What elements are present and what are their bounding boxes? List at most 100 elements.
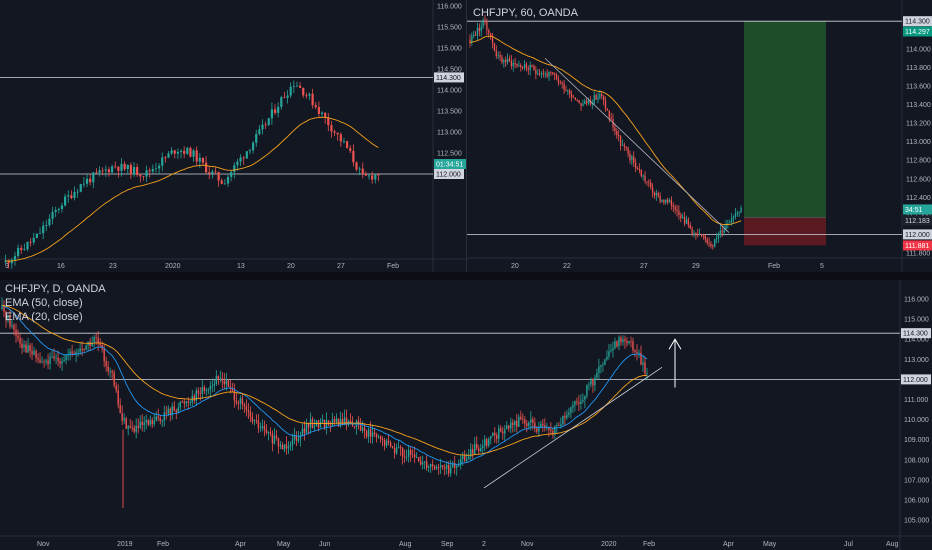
candle-body: [35, 233, 38, 238]
y-tick-label: 108.000: [904, 457, 929, 464]
candle-body: [227, 380, 230, 387]
candle-body: [311, 93, 314, 106]
candle-body: [65, 355, 67, 361]
legend-ema50[interactable]: EMA (50, close): [5, 297, 83, 309]
candle-body: [586, 385, 588, 396]
candle-body: [209, 386, 212, 390]
legend-ema20[interactable]: EMA (20, close): [5, 311, 83, 323]
candle-body: [132, 167, 136, 175]
candle-body: [469, 39, 471, 43]
candle-body: [540, 423, 542, 429]
candle-body: [634, 162, 637, 168]
x-tick-label: 27: [640, 263, 648, 270]
candle-body: [115, 385, 117, 391]
tag-target: 114.297: [905, 29, 930, 36]
candle-body: [136, 167, 139, 175]
candle-body: [79, 348, 81, 352]
candle-body: [555, 74, 558, 79]
candle-body: [698, 234, 701, 236]
candle-body: [61, 361, 63, 364]
top-left-chart-pane[interactable]: 116.000 115.500 115.000 114.500 114.000 113.5…: [0, 0, 466, 272]
candle-body: [117, 390, 119, 405]
candle-body: [233, 390, 236, 401]
candle-body: [443, 467, 446, 469]
x-tick-label: Nov: [37, 541, 50, 548]
candle-body: [142, 176, 145, 178]
level-tag-114300: 114.300: [436, 75, 461, 82]
candle-body: [303, 428, 306, 433]
candle-body: [582, 399, 584, 402]
x-tick-label: 2020: [601, 541, 617, 548]
candle-body: [712, 246, 714, 248]
x-tick-label: 16: [57, 263, 65, 270]
y-tick-label: 113.800: [906, 65, 931, 72]
candle-body: [636, 167, 639, 169]
loss-zone: [744, 217, 826, 246]
candle-body: [578, 402, 580, 405]
candle-body: [560, 424, 562, 426]
candle-body: [320, 112, 324, 114]
candle-body: [237, 402, 240, 404]
candle-body: [689, 224, 691, 229]
candle-body: [155, 416, 157, 421]
candle-body: [269, 432, 272, 434]
top-left-chart[interactable]: 116.000 115.500 115.000 114.500 114.000 113.5…: [0, 0, 466, 272]
candle-body: [633, 156, 635, 163]
x-tick-label: 13: [237, 263, 245, 270]
candle-body: [333, 131, 336, 133]
candle-body: [293, 435, 296, 440]
candle-body: [291, 439, 294, 446]
candle-body: [576, 99, 578, 101]
candle-body: [352, 150, 355, 163]
bottom-chart[interactable]: 116.000 115.000 114.000 113.000 112.000 111.0…: [0, 280, 932, 550]
candle-body: [435, 466, 438, 469]
pane-divider-vertical[interactable]: [466, 0, 467, 272]
candle-body: [127, 426, 129, 429]
x-tick-label: 29: [692, 263, 700, 270]
candle-body: [482, 19, 484, 27]
level-tag-114300-bg: [434, 72, 464, 83]
candle-body: [82, 183, 85, 185]
x-tick-label: 2: [482, 541, 486, 548]
candle-body: [409, 450, 412, 455]
candle-body: [472, 449, 474, 454]
candle-body: [470, 449, 472, 457]
candle-body: [542, 73, 545, 74]
candle-body: [5, 311, 7, 321]
level-tag-114300-bg: [901, 328, 931, 339]
candle-body: [476, 444, 478, 449]
candle-body: [377, 174, 380, 176]
candle-body: [499, 55, 501, 58]
candle-body: [476, 27, 479, 36]
candle-body: [319, 421, 322, 428]
candle-body: [261, 124, 264, 130]
candle-body: [484, 439, 486, 446]
candle-body: [391, 446, 394, 448]
candle-body: [588, 384, 590, 386]
candle-body: [458, 464, 460, 466]
candle-body: [449, 467, 452, 474]
x-tick-label: 20: [287, 263, 295, 270]
bottom-chart-pane[interactable]: 116.000 115.000 114.000 113.000 112.000 111.0…: [0, 280, 932, 550]
trendline: [544, 57, 730, 233]
candle-body: [506, 58, 509, 63]
pane-divider-horizontal[interactable]: [0, 272, 932, 280]
candle-body: [220, 180, 223, 184]
candle-body: [542, 423, 544, 426]
candle-body: [359, 423, 362, 431]
candle-body: [589, 100, 592, 105]
candle-body: [145, 420, 147, 423]
candle-body: [367, 175, 371, 177]
candle-body: [674, 206, 676, 210]
candle-body: [619, 136, 622, 146]
candle-body: [77, 351, 79, 353]
top-right-chart-pane[interactable]: 114.000 113.800 113.600 113.400 113.200 113.0…: [467, 0, 932, 272]
top-right-chart[interactable]: 114.000 113.800 113.600 113.400 113.200 113.0…: [467, 0, 932, 272]
arrow-up-icon: [668, 338, 682, 350]
candle-body: [683, 216, 686, 224]
candle-body: [393, 447, 396, 454]
candle-body: [231, 387, 234, 391]
candle-body: [373, 432, 376, 435]
candle-body: [245, 151, 248, 159]
candle-body: [279, 444, 282, 447]
